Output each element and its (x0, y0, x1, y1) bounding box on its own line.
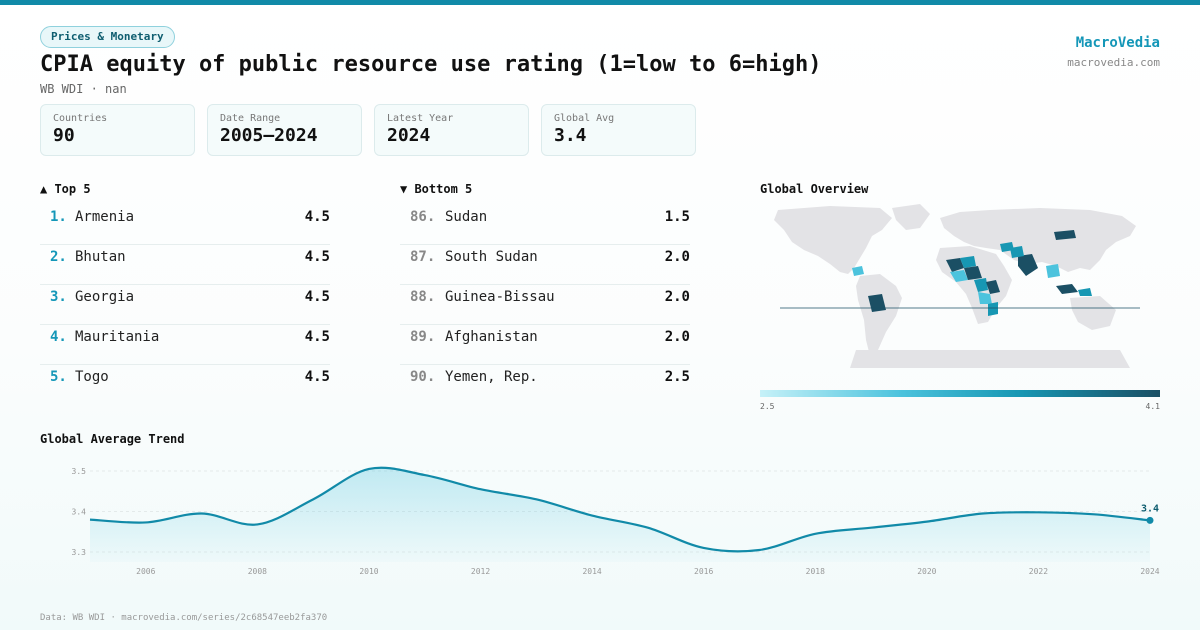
rank-number: 89. (410, 329, 436, 345)
x-tick-label: 2024 (1140, 567, 1159, 576)
rank-number: 5. (50, 369, 67, 385)
country-name: Yemen, Rep. (445, 369, 538, 385)
rank-number: 90. (410, 369, 436, 385)
country-value: 1.5 (664, 209, 690, 225)
stat-value: 90 (53, 125, 75, 146)
list-item[interactable]: 5. Togo 4.5 (40, 365, 330, 405)
stat-value: 3.4 (554, 125, 587, 146)
trend-chart[interactable]: 3.3 3.4 3.5 2006 2008 2010 2012 2014 2016 2018 202… (0, 455, 1200, 590)
x-tick-label: 2008 (248, 567, 267, 576)
stat-value: 2024 (387, 125, 431, 146)
rank-number: 3. (50, 289, 67, 305)
rank-number: 2. (50, 249, 67, 265)
country-value: 2.0 (664, 249, 690, 265)
top-accent-bar (0, 0, 1200, 5)
stat-card-global-avg: Global Avg 3.4 (541, 104, 696, 156)
legend-min-label: 2.5 (760, 402, 775, 411)
country-name: Afghanistan (445, 329, 538, 345)
list-item[interactable]: 4. Mauritania 4.5 (40, 325, 330, 365)
category-badge[interactable]: Prices & Monetary (40, 26, 175, 48)
rank-number: 1. (50, 209, 67, 225)
x-tick-label: 2006 (136, 567, 155, 576)
rank-number: 88. (410, 289, 436, 305)
country-name: Armenia (75, 209, 135, 225)
x-tick-label: 2012 (471, 567, 490, 576)
country-value: 4.5 (304, 249, 330, 265)
bottom5-header: ▼ Bottom 5 (400, 182, 473, 196)
rank-number: 86. (410, 209, 436, 225)
stat-card-date-range: Date Range 2005–2024 (207, 104, 362, 156)
y-tick-label: 3.4 (72, 508, 87, 517)
country-name: Bhutan (75, 249, 126, 265)
country-value: 4.5 (304, 209, 330, 225)
x-tick-label: 2018 (806, 567, 825, 576)
x-tick-label: 2016 (694, 567, 713, 576)
country-name: South Sudan (445, 249, 538, 265)
map-header: Global Overview (760, 182, 869, 196)
brand-logo-text[interactable]: MacroVedia (1075, 35, 1160, 51)
map-data-regions (852, 230, 1092, 316)
map-landmass (774, 204, 1136, 368)
footer-source: Data: WB WDI · macrovedia.com/series/2c6… (40, 613, 328, 623)
country-value: 2.0 (664, 289, 690, 305)
country-value: 4.5 (304, 289, 330, 305)
x-tick-label: 2022 (1029, 567, 1048, 576)
stat-card-latest-year: Latest Year 2024 (374, 104, 529, 156)
trend-header: Global Average Trend (40, 432, 185, 446)
list-item[interactable]: 87. South Sudan 2.0 (400, 245, 690, 285)
country-value: 4.5 (304, 329, 330, 345)
top5-list: 1. Armenia 4.5 2. Bhutan 4.5 3. Georgia … (40, 205, 330, 405)
y-tick-label: 3.5 (72, 467, 87, 476)
list-item[interactable]: 86. Sudan 1.5 (400, 205, 690, 245)
stat-card-countries: Countries 90 (40, 104, 195, 156)
page-title: CPIA equity of public resource use ratin… (40, 52, 822, 77)
list-item[interactable]: 1. Armenia 4.5 (40, 205, 330, 245)
x-tick-label: 2014 (582, 567, 601, 576)
top5-header: ▲ Top 5 (40, 182, 91, 196)
list-item[interactable]: 88. Guinea-Bissau 2.0 (400, 285, 690, 325)
x-tick-label: 2010 (359, 567, 378, 576)
x-tick-label: 2020 (917, 567, 936, 576)
list-item[interactable]: 2. Bhutan 4.5 (40, 245, 330, 285)
trend-area (90, 467, 1150, 562)
last-point-marker (1146, 516, 1154, 524)
country-name: Mauritania (75, 329, 160, 345)
brand-url[interactable]: macrovedia.com (1067, 56, 1160, 69)
stat-label: Countries (53, 113, 108, 124)
map-legend-gradient (760, 390, 1160, 397)
y-tick-label: 3.3 (72, 548, 87, 557)
world-map-svg (774, 204, 1140, 368)
last-value-label: 3.4 (1141, 503, 1159, 514)
world-map[interactable] (760, 200, 1160, 385)
stat-label: Date Range (220, 113, 281, 124)
list-item[interactable]: 89. Afghanistan 2.0 (400, 325, 690, 365)
country-name: Georgia (75, 289, 135, 305)
stat-label: Global Avg (554, 113, 615, 124)
bottom5-list: 86. Sudan 1.5 87. South Sudan 2.0 88. Gu… (400, 205, 690, 405)
rank-number: 4. (50, 329, 67, 345)
stat-label: Latest Year (387, 113, 454, 124)
country-value: 2.0 (664, 329, 690, 345)
stat-value: 2005–2024 (220, 125, 318, 146)
country-name: Sudan (445, 209, 488, 225)
country-name: Guinea-Bissau (445, 289, 555, 305)
list-item[interactable]: 3. Georgia 4.5 (40, 285, 330, 325)
rank-number: 87. (410, 249, 436, 265)
list-item[interactable]: 90. Yemen, Rep. 2.5 (400, 365, 690, 405)
page-subtitle: WB WDI · nan (40, 82, 127, 96)
country-name: Togo (75, 369, 109, 385)
country-value: 2.5 (664, 369, 690, 385)
trend-line (89, 466, 1151, 553)
legend-max-label: 4.1 (1145, 402, 1160, 411)
country-value: 4.5 (304, 369, 330, 385)
